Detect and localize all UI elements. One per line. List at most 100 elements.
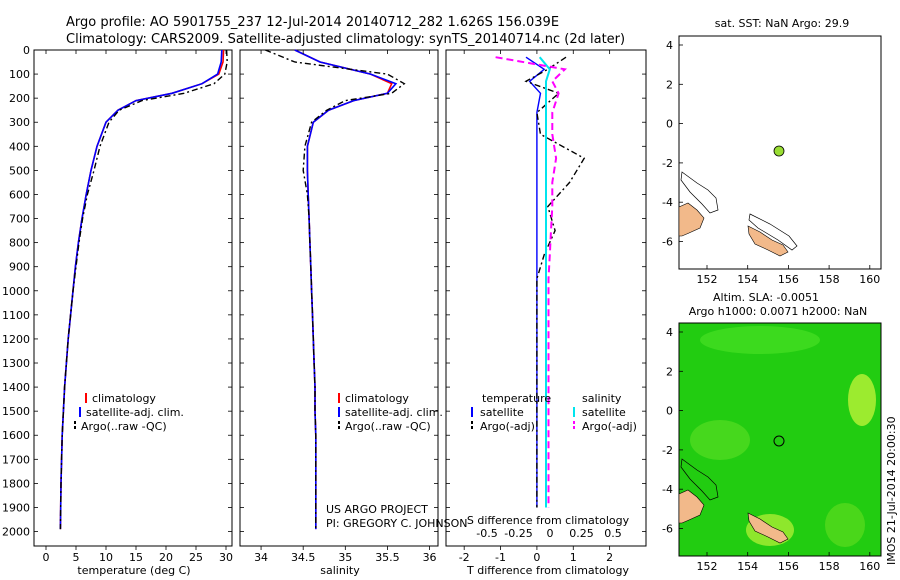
depth-tick-label: 200: [9, 92, 30, 105]
legend-label-climatology: climatology: [92, 392, 156, 405]
temperature-legend: climatology satellite-adj. clim. Argo(..…: [74, 392, 184, 433]
depth-tick-label: 1800: [2, 477, 30, 490]
depth-tick-label: 1300: [2, 357, 30, 370]
x-tick-label: 5: [73, 551, 80, 564]
map-y-tick-label: 4: [666, 326, 673, 339]
series-line: [524, 56, 586, 508]
depth-tick-label: 800: [9, 237, 30, 250]
depth-tick-label: 1400: [2, 381, 30, 394]
x-tick-label: 2: [606, 551, 613, 564]
map-y-tick-label: -6: [662, 523, 673, 536]
x-tick-label: 1: [570, 551, 577, 564]
depth-tick-labels: 0 100 200 300 400 500 600 700 800 900 1000 1100 1200…: [2, 44, 30, 539]
top-map-title: sat. SST: NaN Argo: 29.9: [715, 17, 849, 30]
bottom-map-float-marker: [773, 435, 785, 447]
salinity-panel: [239, 49, 439, 547]
map-y-tick-label: 2: [666, 78, 673, 91]
legend-label-s-argo: Argo(-adj): [582, 420, 637, 433]
depth-tick-label: 1100: [2, 309, 30, 322]
x-tick-label: 10: [99, 551, 113, 564]
top-map: [678, 35, 882, 270]
depth-tick-label: 400: [9, 140, 30, 153]
s-diff-tick-label: 0.5: [604, 527, 622, 540]
s-diff-tick-label: -0.5: [476, 527, 497, 540]
legend-label-t-satellite: satellite: [480, 406, 524, 419]
series-line: [265, 49, 406, 530]
temperature-axis-label: temperature (deg C): [77, 564, 190, 577]
depth-tick-label: 0: [23, 44, 30, 57]
x-tick-label: 34.5: [291, 551, 316, 564]
salinity-axis-label: salinity: [320, 564, 360, 577]
bottom-map-land-east: [747, 512, 789, 544]
series-line: [538, 56, 551, 508]
legend-label-satellite: satellite-adj. clim.: [86, 406, 184, 419]
sla-patch: [848, 374, 876, 426]
map-y-tick-label: 0: [666, 405, 673, 418]
x-tick-label: -2: [459, 551, 470, 564]
map-x-tick-label: 158: [819, 560, 840, 573]
x-tick-label: 35.5: [375, 551, 400, 564]
x-tick-label: 20: [159, 551, 173, 564]
project-credit: US ARGO PROJECT: [326, 503, 428, 516]
map-x-tick-label: 154: [737, 560, 758, 573]
legend-heading-salinity: salinity: [582, 392, 622, 405]
legend-label-t-argo: Argo(-adj): [480, 420, 535, 433]
depth-tick-label: 1000: [2, 285, 30, 298]
top-map-float-marker: [773, 145, 785, 157]
map-y-tick-label: 0: [666, 118, 673, 131]
s-diff-tick-label: 0: [547, 527, 554, 540]
top-map-land-east: [747, 225, 789, 257]
series-line: [59, 49, 228, 530]
imos-timestamp: IMOS 21-Jul-2014 20:00:30: [885, 416, 898, 565]
header-title: Argo profile: AO 5901755_237 12-Jul-2014…: [66, 15, 559, 30]
map-x-tick-label: 160: [859, 273, 880, 286]
series-line: [495, 56, 568, 508]
x-tick-label: 34: [254, 551, 268, 564]
map-x-tick-label: 156: [778, 560, 799, 573]
depth-tick-label: 1700: [2, 453, 30, 466]
sla-patch: [690, 420, 750, 460]
depth-tick-label: 1200: [2, 333, 30, 346]
legend-label-s-satellite: satellite: [582, 406, 626, 419]
map-y-tick-label: 2: [666, 365, 673, 378]
x-tick-label: 0: [43, 551, 50, 564]
x-tick-label: 36: [423, 551, 437, 564]
map-y-tick-label: -4: [662, 196, 673, 209]
legend-label-argo: Argo(..raw -QC): [345, 420, 431, 433]
salinity-series: [265, 49, 406, 530]
map-y-tick-label: -2: [662, 157, 673, 170]
map-x-tick-label: 154: [737, 273, 758, 286]
depth-tick-label: 300: [9, 116, 30, 129]
map-y-tick-label: -4: [662, 483, 673, 496]
legend-label-argo: Argo(..raw -QC): [81, 420, 167, 433]
sla-patch: [700, 326, 820, 354]
top-map-land-west: [678, 202, 705, 237]
bottom-map-title-1: Altim. SLA: -0.0051: [713, 291, 819, 304]
top-map-island-outline: [748, 213, 798, 251]
temperature-series: [59, 49, 228, 530]
s-diff-tick-label: 0.25: [569, 527, 594, 540]
depth-tick-label: 900: [9, 261, 30, 274]
pi-credit: PI: GREGORY C. JOHNSON: [326, 517, 467, 530]
map-y-tick-label: -6: [662, 236, 673, 249]
top-map-axis-ticks: 152 154 156 158 160 4 2 0 -2 -4 -6: [662, 39, 880, 286]
depth-tick-label: 1600: [2, 429, 30, 442]
header-subtitle: Climatology: CARS2009. Satellite-adjuste…: [66, 32, 625, 47]
map-x-tick-label: 152: [697, 273, 718, 286]
x-tick-label: 35: [338, 551, 352, 564]
map-x-tick-label: 152: [697, 560, 718, 573]
depth-tick-label: 600: [9, 188, 30, 201]
sla-patch: [825, 503, 865, 547]
depth-tick-label: 100: [9, 68, 30, 81]
x-tick-label: 25: [189, 551, 203, 564]
bottom-map: [678, 322, 882, 557]
x-tick-label: 15: [129, 551, 143, 564]
depth-tick-label: 700: [9, 213, 30, 226]
depth-tick-label: 500: [9, 164, 30, 177]
legend-label-satellite: satellite-adj. clim.: [345, 406, 443, 419]
difference-series: [495, 56, 586, 508]
difference-legend: temperature salinity satellite satellite…: [471, 392, 637, 433]
t-difference-axis-label: T difference from climatology: [466, 564, 629, 577]
map-x-tick-label: 158: [819, 273, 840, 286]
depth-tick-label: 1900: [2, 501, 30, 514]
